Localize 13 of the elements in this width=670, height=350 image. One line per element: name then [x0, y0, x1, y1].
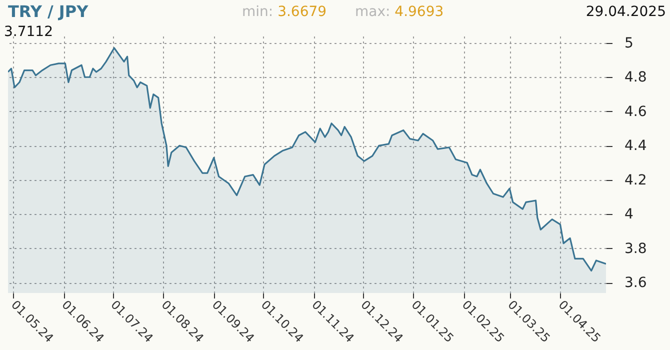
- y-tick-label: 4.4: [624, 138, 647, 154]
- text: min: 3.6679: [242, 4, 327, 20]
- annotation: 3.7112: [4, 24, 53, 40]
- y-tick-label: 4: [624, 206, 634, 223]
- chart-title: TRY / JPY: [8, 2, 88, 21]
- y-tick-label: 3.6: [624, 275, 647, 292]
- y-tick-label: 4.6: [624, 104, 647, 120]
- text: 29.04.2025: [586, 4, 666, 20]
- text: max: 4.9693: [355, 4, 444, 20]
- y-tick-label: 4.8: [624, 70, 647, 86]
- y-tick-label: 4.2: [624, 172, 647, 188]
- y-tick-label: 3.8: [624, 240, 647, 257]
- y-tick-label: 5: [624, 35, 634, 52]
